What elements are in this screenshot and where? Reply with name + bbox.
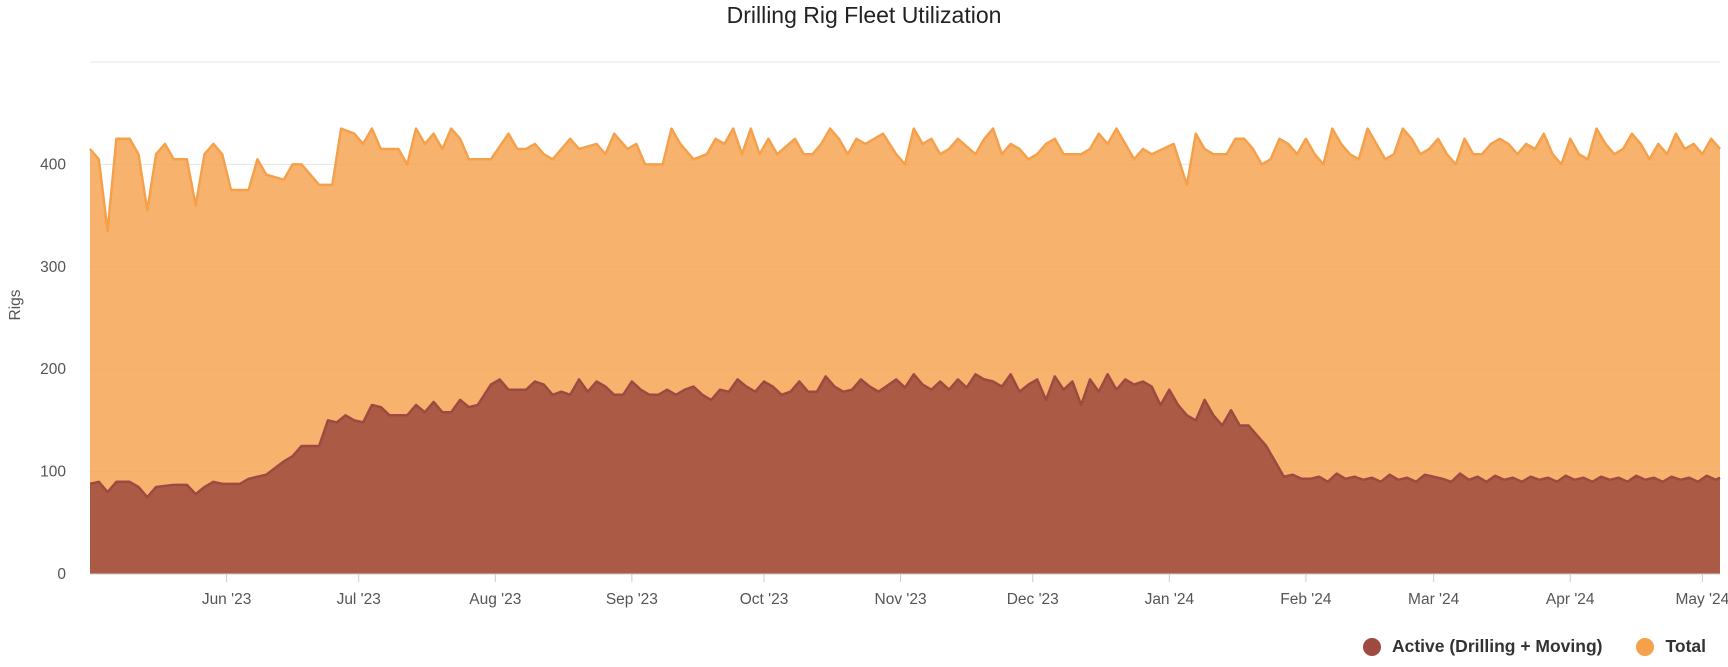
- line-total: [89, 127, 1721, 233]
- series-areas: [89, 127, 1721, 574]
- x-tick-label: Jan '24: [1145, 591, 1195, 608]
- x-tick-label: Feb '24: [1280, 591, 1332, 608]
- legend-item-total[interactable]: Total: [1636, 636, 1706, 657]
- y-tick-label: 400: [40, 156, 66, 173]
- x-tick-label: Jun '23: [202, 591, 252, 608]
- chart-title: Drilling Rig Fleet Utilization: [726, 2, 1002, 28]
- x-tick-label: Nov '23: [875, 591, 927, 608]
- x-tick-label: Mar '24: [1408, 591, 1460, 608]
- y-tick-label: 100: [40, 464, 66, 481]
- legend-marker: [1636, 637, 1655, 656]
- x-tick-label: Apr '24: [1546, 591, 1595, 608]
- chart-plot: 0 100 200 300 400 Jun '23 Jul '23 Aug '23 Sep '…: [7, 61, 1728, 608]
- x-tick-label: Jul '23: [337, 591, 381, 608]
- y-tick-label: 0: [57, 566, 66, 583]
- legend-item-active-drilling-moving[interactable]: Active (Drilling + Moving): [1362, 636, 1603, 657]
- y-tick-label: 300: [40, 259, 66, 276]
- x-tick-label: Aug '23: [469, 591, 521, 608]
- axes: Jun '23 Jul '23 Aug '23 Sep '23 Oct '23 Nov '…: [90, 573, 1728, 608]
- legend: Active (Drilling + Moving) Total: [1362, 636, 1706, 657]
- y-tick-label: 200: [40, 361, 66, 378]
- line-active-drilling-moving: [89, 373, 1721, 499]
- x-tick-label: Oct '23: [740, 591, 789, 608]
- x-tick-label: May '24: [1675, 591, 1728, 608]
- legend-marker: [1362, 637, 1381, 656]
- y-axis-title: Rigs: [7, 289, 24, 320]
- x-tick-label: Sep '23: [606, 591, 658, 608]
- legend-label: Active (Drilling + Moving): [1391, 636, 1603, 656]
- x-tick-label: Dec '23: [1007, 591, 1059, 608]
- legend-label: Total: [1665, 636, 1706, 656]
- area-active-drilling-moving: [90, 374, 1720, 574]
